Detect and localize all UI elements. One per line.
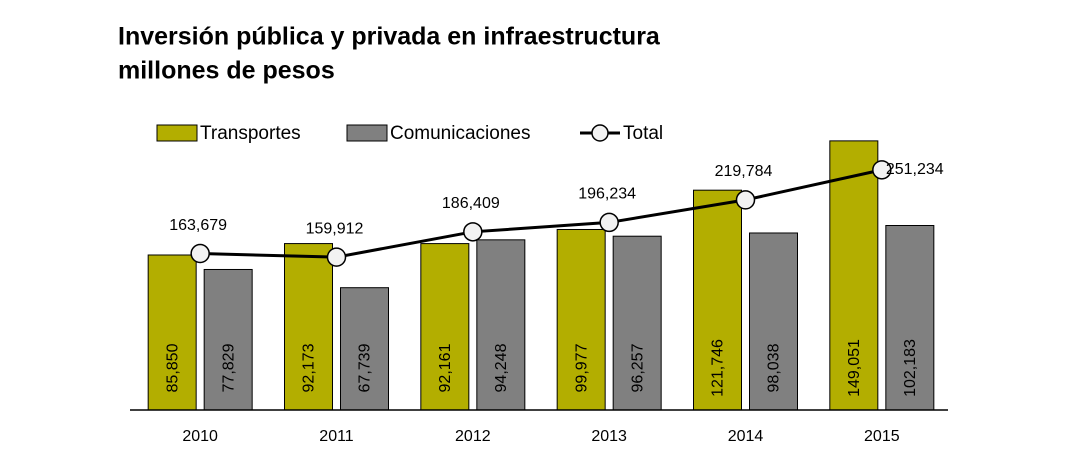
bar xyxy=(885,225,935,411)
value-label: 77,829 xyxy=(220,343,237,392)
legend-marker xyxy=(591,124,609,142)
bar xyxy=(749,232,798,411)
value-label: 102,183 xyxy=(902,339,919,397)
value-label: 121,746 xyxy=(710,339,727,397)
value-label: 251,234 xyxy=(886,161,944,178)
chart-title: Inversión pública y privada en infraestr… xyxy=(118,23,661,51)
line xyxy=(200,168,883,259)
bar xyxy=(340,287,389,411)
line-marker xyxy=(872,160,892,180)
bar xyxy=(829,140,879,411)
value-label: 98,038 xyxy=(766,343,783,392)
value-label: 186,409 xyxy=(442,195,500,212)
line-marker xyxy=(326,247,347,267)
x-tick-label: 2010 xyxy=(182,428,218,445)
value-label: 219,784 xyxy=(715,163,773,180)
value-label: 99,977 xyxy=(573,343,590,392)
bar xyxy=(476,239,526,411)
value-label: 96,257 xyxy=(629,343,646,392)
x-tick-label: 2015 xyxy=(864,428,900,445)
bar xyxy=(556,228,606,411)
legend-swatch xyxy=(346,124,388,142)
bar xyxy=(203,268,253,411)
line-marker xyxy=(190,243,210,264)
x-tick-label: 2012 xyxy=(455,428,491,445)
value-label: 85,850 xyxy=(164,343,181,392)
bar xyxy=(612,235,662,411)
x-tick-label: 2013 xyxy=(591,428,627,445)
legend-label: Comunicaciones xyxy=(390,123,530,144)
x-tick-label: 2011 xyxy=(319,428,354,445)
x-tick-label: 2014 xyxy=(728,428,764,445)
bar xyxy=(693,189,742,411)
value-label: 159,912 xyxy=(306,220,364,237)
chart-subtitle: millones de pesos xyxy=(118,57,335,85)
bar xyxy=(284,243,333,411)
value-label: 163,679 xyxy=(169,217,227,234)
legend-label: Transportes xyxy=(200,123,301,144)
value-label: 149,051 xyxy=(846,339,863,397)
value-label: 67,739 xyxy=(357,343,374,392)
legend-swatch xyxy=(156,124,198,142)
value-label: 92,173 xyxy=(301,343,318,392)
line-marker xyxy=(735,190,756,210)
line-marker xyxy=(599,212,619,233)
value-label: 196,234 xyxy=(578,186,636,203)
value-label: 92,161 xyxy=(437,343,454,392)
legend-label: Total xyxy=(623,123,663,144)
line-marker xyxy=(463,222,483,242)
value-label: 94,248 xyxy=(493,343,510,392)
